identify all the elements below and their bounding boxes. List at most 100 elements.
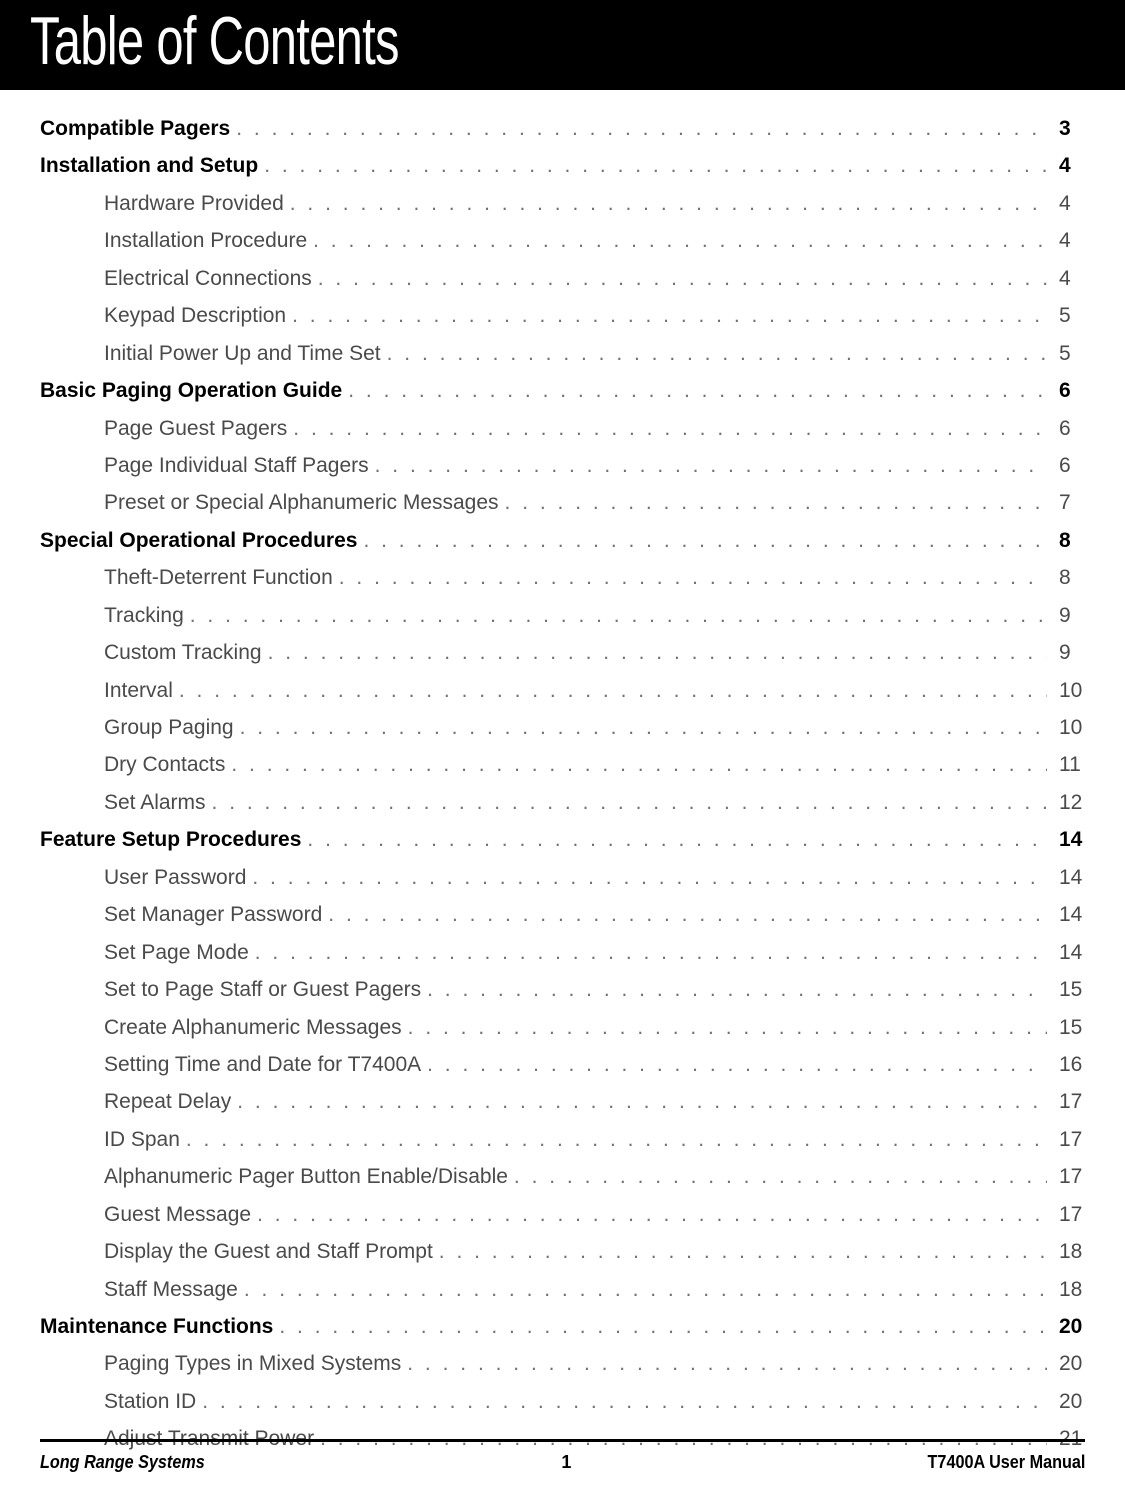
toc-entry-label: Custom Tracking: [40, 638, 262, 668]
toc-row: Staff Message18: [40, 1275, 1085, 1305]
toc-dot-leader: [322, 900, 1047, 930]
toc-dot-leader: [173, 676, 1047, 706]
toc-row: Setting Time and Date for T7400A 16: [40, 1050, 1085, 1080]
toc-row: Installation Procedure4: [40, 226, 1085, 256]
toc-dot-leader: [433, 1237, 1047, 1267]
toc-entry-page: 18: [1047, 1275, 1085, 1305]
toc-dot-leader: [342, 376, 1047, 406]
toc-entry-label: Tracking: [40, 601, 184, 631]
toc-dot-leader: [246, 863, 1047, 893]
toc-entry-label: Setting Time and Date for T7400A: [40, 1050, 421, 1080]
toc-row: User Password14: [40, 863, 1085, 893]
toc-row: Page Individual Staff Pagers 6: [40, 451, 1085, 481]
toc-dot-leader: [284, 189, 1047, 219]
toc-entry-page: 4: [1047, 151, 1085, 181]
toc-entry-label: Hardware Provided: [40, 189, 284, 219]
toc-entry-label: Repeat Delay: [40, 1087, 231, 1117]
toc-row: ID Span 17: [40, 1125, 1085, 1155]
toc-row: Set Alarms 12: [40, 788, 1085, 818]
toc-entry-label: Set Manager Password: [40, 900, 322, 930]
page-footer: Long Range Systems 1 T7400A User Manual: [40, 1439, 1085, 1473]
toc-entry-label: Page Guest Pagers: [40, 414, 287, 444]
toc-entry-page: 6: [1047, 451, 1085, 481]
toc-entry-page: 3: [1047, 114, 1085, 144]
toc-dot-leader: [273, 1312, 1047, 1342]
toc-entry-label: Set Alarms: [40, 788, 206, 818]
toc-entry-label: Interval: [40, 676, 173, 706]
toc-row: Feature Setup Procedures14: [40, 825, 1085, 855]
toc-entry-page: 4: [1047, 226, 1085, 256]
toc-row: Station ID20: [40, 1387, 1085, 1417]
toc-entry-label: Special Operational Procedures: [40, 526, 357, 556]
toc-row: Keypad Description 5: [40, 301, 1085, 331]
toc-dot-leader: [312, 264, 1047, 294]
toc-entry-page: 10: [1047, 676, 1085, 706]
toc-entry-label: Page Individual Staff Pagers: [40, 451, 369, 481]
toc-entry-page: 20: [1047, 1312, 1085, 1342]
toc-row: Set Manager Password 14: [40, 900, 1085, 930]
toc-entry-page: 17: [1047, 1125, 1085, 1155]
toc-entry-page: 14: [1047, 938, 1085, 968]
toc-entry-page: 15: [1047, 975, 1085, 1005]
toc-entry-page: 5: [1047, 339, 1085, 369]
toc-entry-label: Installation and Setup: [40, 151, 258, 181]
toc-row: Alphanumeric Pager Button Enable/Disable…: [40, 1162, 1085, 1192]
toc-entry-page: 9: [1047, 601, 1085, 631]
toc-dot-leader: [421, 1050, 1047, 1080]
toc-entry-label: Electrical Connections: [40, 264, 312, 294]
toc-entry-page: 8: [1047, 526, 1085, 556]
toc-dot-leader: [206, 788, 1047, 818]
toc-row: Page Guest Pagers6: [40, 414, 1085, 444]
page-title: Table of Contents: [30, 2, 399, 80]
toc-entry-label: Create Alphanumeric Messages: [40, 1013, 402, 1043]
toc-entry-label: ID Span: [40, 1125, 180, 1155]
toc-entry-page: 8: [1047, 563, 1085, 593]
toc-row: Create Alphanumeric Messages15: [40, 1013, 1085, 1043]
toc-entry-page: 14: [1047, 900, 1085, 930]
toc-dot-leader: [231, 1087, 1047, 1117]
toc-row: Special Operational Procedures 8: [40, 526, 1085, 556]
title-bar: Table of Contents: [0, 0, 1125, 90]
toc-row: Preset or Special Alphanumeric Messages7: [40, 488, 1085, 518]
toc-dot-leader: [307, 226, 1047, 256]
toc-row: Compatible Pagers 3: [40, 114, 1085, 144]
footer-left: Long Range Systems: [40, 1452, 205, 1473]
toc-entry-page: 5: [1047, 301, 1085, 331]
toc-entry-page: 18: [1047, 1237, 1085, 1267]
toc-entry-page: 12: [1047, 788, 1085, 818]
toc-entry-label: Guest Message: [40, 1200, 251, 1230]
toc-row: Electrical Connections4: [40, 264, 1085, 294]
toc-dot-leader: [369, 451, 1047, 481]
toc-dot-leader: [251, 1200, 1047, 1230]
toc-entry-label: Paging Types in Mixed Systems: [40, 1349, 401, 1379]
toc-entry-page: 11: [1047, 750, 1085, 780]
toc-entry-label: Feature Setup Procedures: [40, 825, 301, 855]
toc-entry-page: 20: [1047, 1387, 1085, 1417]
footer-right: T7400A User Manual: [927, 1452, 1085, 1473]
toc-entry-page: 16: [1047, 1050, 1085, 1080]
toc-entry-label: Display the Guest and Staff Prompt: [40, 1237, 433, 1267]
toc-row: Custom Tracking9: [40, 638, 1085, 668]
toc-dot-leader: [402, 1013, 1047, 1043]
toc-dot-leader: [230, 114, 1047, 144]
toc-dot-leader: [357, 526, 1047, 556]
toc-entry-page: 17: [1047, 1200, 1085, 1230]
toc-row: Maintenance Functions 20: [40, 1312, 1085, 1342]
toc-entry-label: Alphanumeric Pager Button Enable/Disable: [40, 1162, 508, 1192]
toc-entry-label: Keypad Description: [40, 301, 286, 331]
toc-entry-label: Group Paging: [40, 713, 234, 743]
toc-entry-label: Dry Contacts: [40, 750, 225, 780]
toc-entry-label: Preset or Special Alphanumeric Messages: [40, 488, 499, 518]
toc-entry-page: 6: [1047, 376, 1085, 406]
toc-entry-label: Compatible Pagers: [40, 114, 230, 144]
toc-dot-leader: [184, 601, 1047, 631]
toc-row: Set to Page Staff or Guest Pagers15: [40, 975, 1085, 1005]
toc-row: Hardware Provided4: [40, 189, 1085, 219]
toc-row: Repeat Delay17: [40, 1087, 1085, 1117]
toc-dot-leader: [262, 638, 1047, 668]
toc-row: Group Paging10: [40, 713, 1085, 743]
toc-entry-label: Maintenance Functions: [40, 1312, 273, 1342]
toc-dot-leader: [238, 1275, 1047, 1305]
toc-dot-leader: [287, 414, 1047, 444]
toc-entry-label: Theft-Deterrent Function: [40, 563, 333, 593]
